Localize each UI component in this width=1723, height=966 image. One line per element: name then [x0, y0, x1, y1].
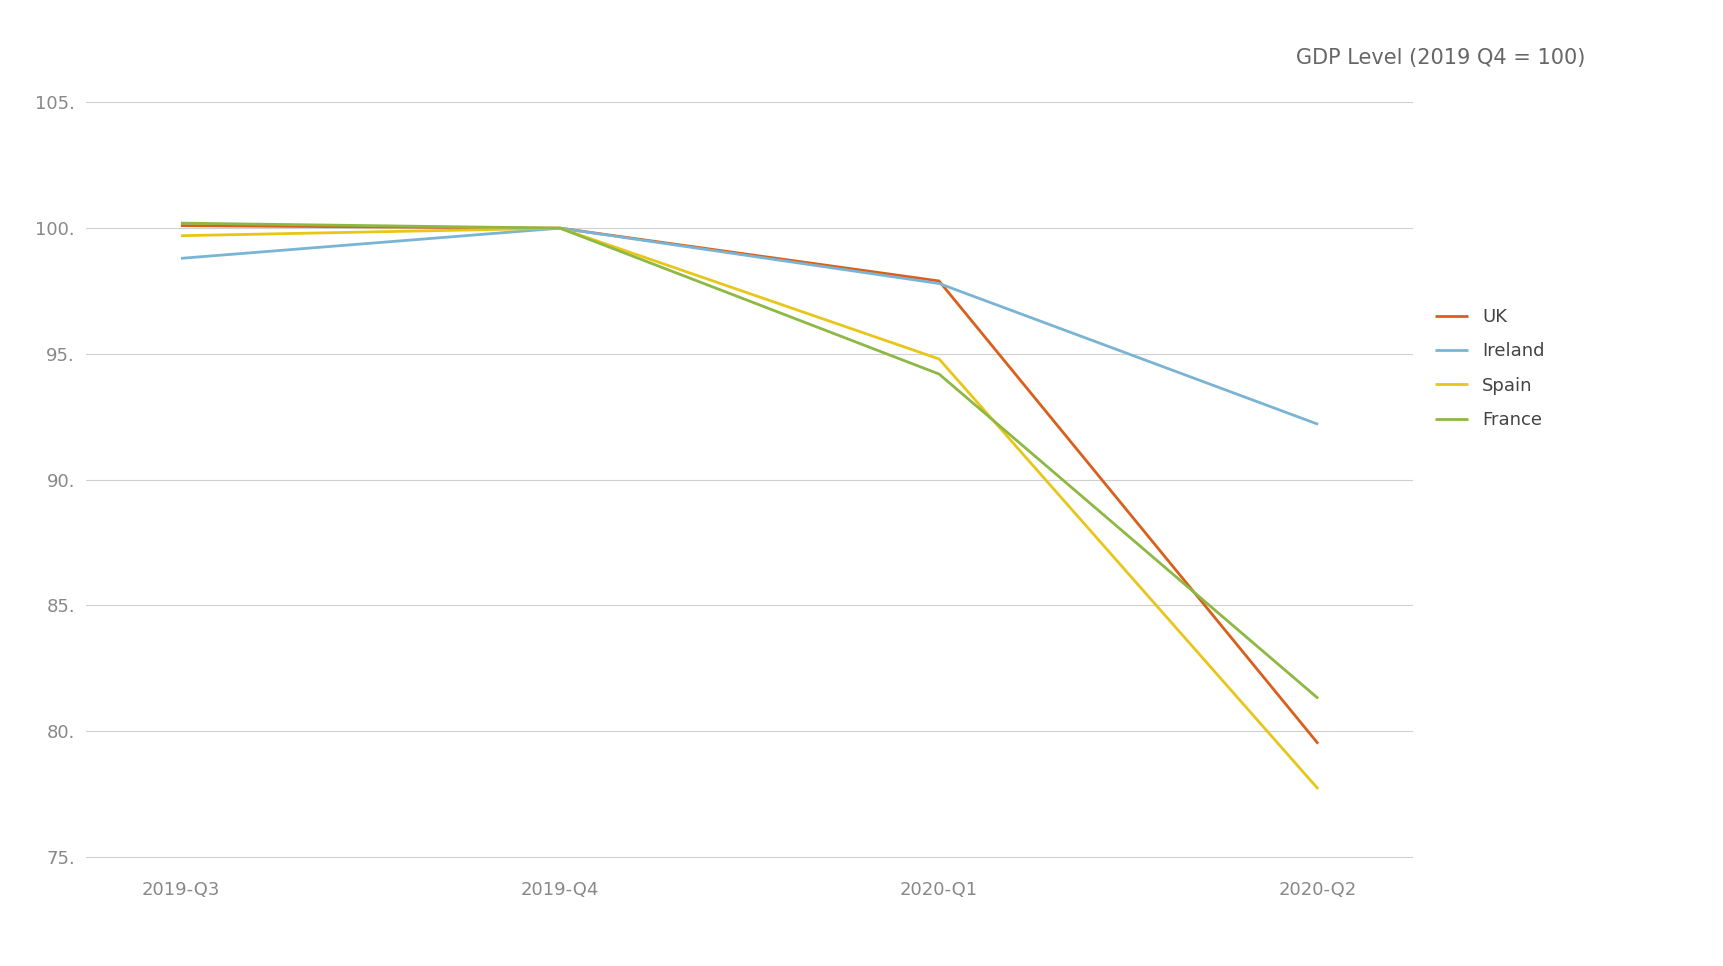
Spain — [1308, 783, 1328, 795]
Line: Spain: Spain — [181, 228, 1318, 789]
Line: UK: UK — [181, 226, 1318, 744]
Spain — [550, 222, 570, 234]
Ireland — [929, 277, 949, 289]
Ireland — [171, 252, 191, 264]
UK — [171, 220, 191, 232]
Ireland — [550, 222, 570, 234]
France — [171, 217, 191, 229]
UK — [929, 275, 949, 287]
France — [1308, 693, 1328, 704]
Spain — [929, 354, 949, 365]
Line: France: France — [181, 223, 1318, 698]
France — [929, 368, 949, 380]
Line: Ireland: Ireland — [181, 228, 1318, 424]
Text: GDP Level (2019 Q4 = 100): GDP Level (2019 Q4 = 100) — [1296, 48, 1585, 69]
UK — [1308, 738, 1328, 750]
France — [550, 222, 570, 234]
Spain — [171, 230, 191, 242]
Legend: UK, Ireland, Spain, France: UK, Ireland, Spain, France — [1435, 308, 1544, 429]
Ireland — [1308, 418, 1328, 430]
UK — [550, 222, 570, 234]
